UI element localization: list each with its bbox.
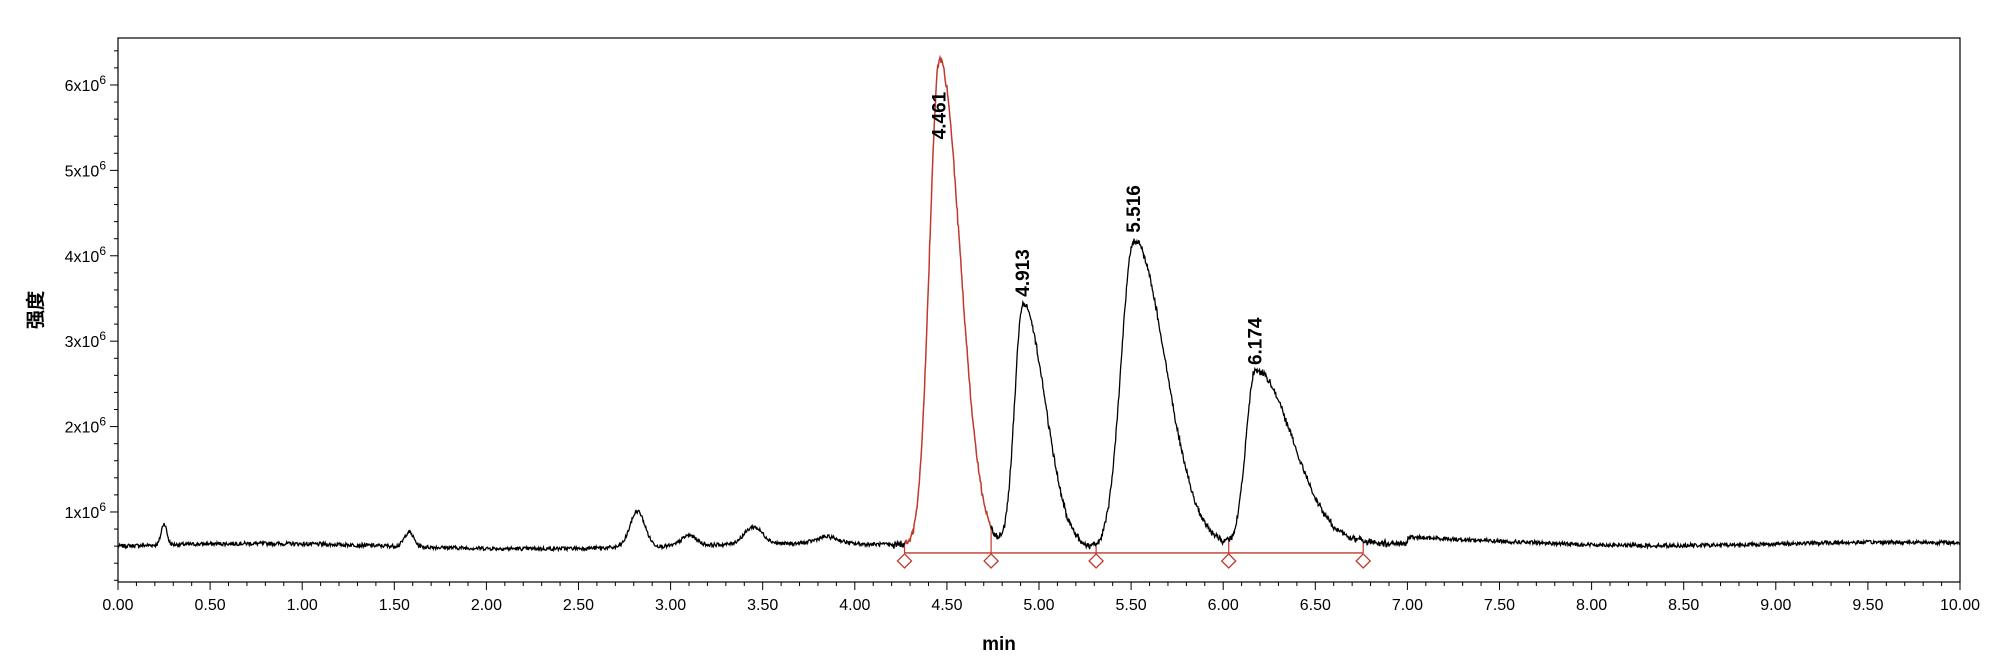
x-tick-label: 0.00: [102, 597, 133, 614]
y-tick-label: 3x106: [65, 329, 107, 351]
x-tick-label: 1.00: [287, 597, 318, 614]
peak-label: 4.461: [930, 91, 951, 139]
integration-marker: [1088, 553, 1105, 569]
x-tick-label: 4.50: [931, 597, 962, 614]
x-tick-label: 8.00: [1576, 597, 1607, 614]
peak-label: 6.174: [1245, 317, 1266, 365]
series-line-trace: [117, 238, 1961, 553]
x-tick-label: 7.00: [1392, 597, 1423, 614]
integration-marker: [1220, 553, 1237, 569]
x-tick-label: 6.00: [1208, 597, 1239, 614]
y-tick-label: 1x106: [65, 500, 107, 522]
y-tick-label: 4x106: [65, 244, 107, 266]
peak-labels: 4.461 4.913 5.516 6.174: [930, 91, 1267, 365]
y-tick-label: 5x106: [65, 158, 107, 180]
series-line-peak-4461: [904, 54, 992, 545]
peak-label: 5.516: [1124, 185, 1145, 233]
x-tick-label: 5.00: [1023, 597, 1054, 614]
y-tick-label: 2x106: [65, 415, 107, 437]
peak-label: 4.913: [1013, 249, 1034, 297]
x-tick-label: 8.50: [1668, 597, 1699, 614]
x-tick-label: 0.50: [195, 597, 226, 614]
y-axis: 1x106 2x106 3x106 4x106 5x106 6x106: [65, 50, 118, 581]
integration-marker: [983, 553, 1000, 569]
integration-marker: [1355, 553, 1372, 569]
x-tick-label: 2.50: [563, 597, 594, 614]
x-tick-label: 3.00: [655, 597, 686, 614]
y-tick-label: 6x106: [65, 73, 107, 95]
integration-marks: [896, 527, 1372, 569]
x-tick-label: 4.00: [839, 597, 870, 614]
x-tick-label: 5.50: [1116, 597, 1147, 614]
x-tick-label: 9.50: [1852, 597, 1883, 614]
x-tick-label: 10.00: [1940, 597, 1980, 614]
y-axis-title: 强度: [24, 290, 47, 329]
x-axis: 0.00 0.50 1.00 1.50 2.00 2.50 3.00 3.50 4.00 4.50…: [102, 582, 1980, 614]
x-tick-label: 2.00: [471, 597, 502, 614]
x-tick-label: 1.50: [379, 597, 410, 614]
integration-marker: [896, 553, 913, 569]
x-tick-label: 6.50: [1300, 597, 1331, 614]
x-axis-title: min: [982, 634, 1016, 655]
plot-frame: [117, 37, 1961, 583]
x-tick-label: 3.50: [747, 597, 778, 614]
x-tick-label: 9.00: [1760, 597, 1791, 614]
x-tick-label: 7.50: [1484, 597, 1515, 614]
